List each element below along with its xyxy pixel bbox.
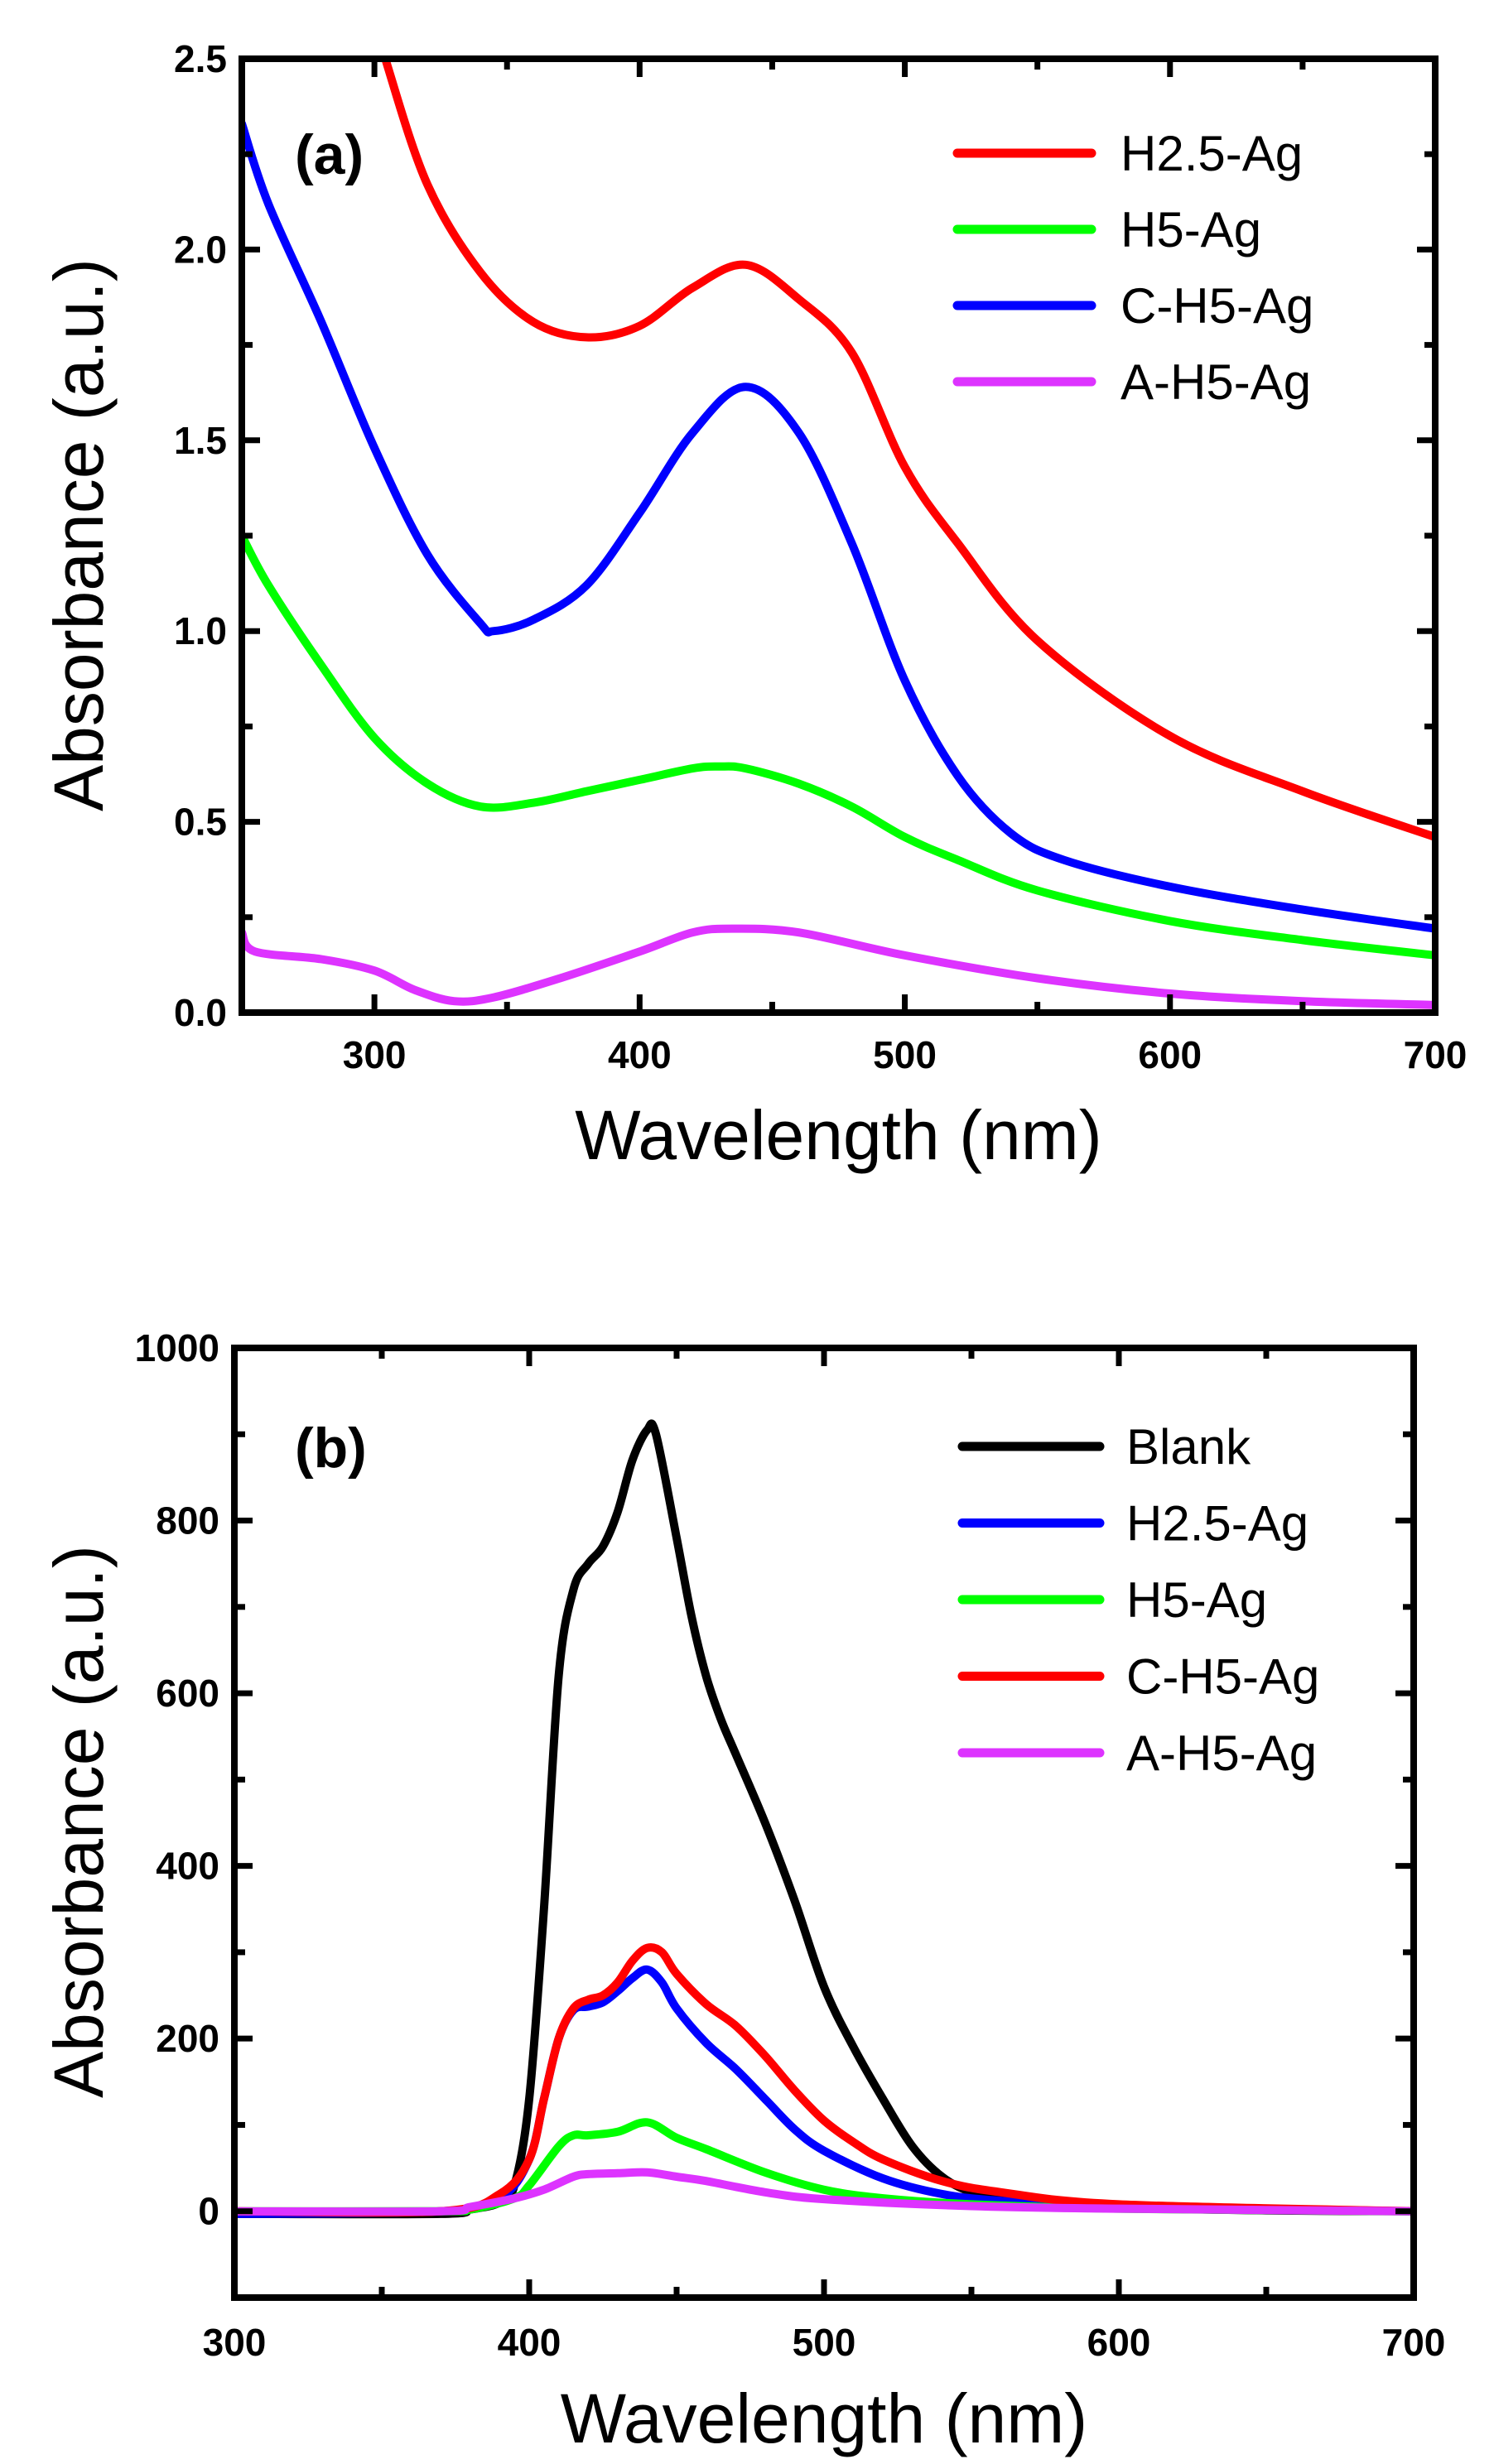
y-tick-label: 2.5	[174, 37, 227, 80]
series-group	[242, 59, 1435, 1009]
y-tick-label: 400	[156, 1845, 219, 1888]
x-tick-label: 300	[343, 1033, 407, 1076]
y-tick-label: 1000	[135, 1326, 219, 1369]
x-tick-label: 700	[1382, 2321, 1446, 2364]
legend-label: Blank	[1126, 1419, 1251, 1475]
x-tick-label: 500	[793, 2321, 856, 2364]
legend: Blank H2.5-Ag H5-Ag C-H5-Ag A-H5-Ag	[957, 1419, 1319, 1781]
x-tick-label: 300	[203, 2321, 267, 2364]
series-line-h2.5-ag	[234, 1965, 1414, 2218]
y-tick-label: 2.0	[174, 228, 227, 271]
legend-label: H5-Ag	[1120, 202, 1261, 257]
plot-frame	[239, 55, 1439, 1016]
x-tick-label: 600	[1138, 1033, 1202, 1076]
y-axis-title: Absorbance (a.u.)	[40, 1545, 118, 2098]
plot-frame	[231, 1345, 1417, 2301]
series-line-c-h5-ag	[242, 119, 1435, 933]
x-tick-label: 500	[873, 1033, 937, 1076]
legend-label: H2.5-Ag	[1120, 126, 1303, 181]
y-tick-label: 0.0	[174, 991, 227, 1034]
series-group	[234, 1419, 1414, 2219]
series-line-c-h5-ag	[234, 1943, 1414, 2217]
x-tick-label: 700	[1404, 1033, 1467, 1076]
x-axis-title: Wavelength (nm)	[575, 1096, 1101, 1174]
x-axis-title: Wavelength (nm)	[561, 2380, 1087, 2457]
x-tick-label: 400	[498, 2321, 561, 2364]
x-tick-label: 600	[1087, 2321, 1151, 2364]
y-tick-label: 1.5	[174, 419, 227, 462]
legend-label: C-H5-Ag	[1126, 1649, 1319, 1705]
chart-panel-1: 300 400 500 600 700 0 200 400 600 800 1000 Waveleng…	[40, 1326, 1445, 2457]
series-line-h2.5-ag	[381, 59, 1435, 841]
chart-panel-0: 300 400 500 600 700 0.0 0.5 1.0 1.5 2.0 2.5 Wavelen…	[40, 37, 1467, 1174]
y-tick-label: 600	[156, 1672, 219, 1715]
legend: H2.5-Ag H5-Ag C-H5-Ag A-H5-Ag	[952, 126, 1313, 410]
x-tick-label: 400	[608, 1033, 672, 1076]
y-tick-label: 1.0	[174, 609, 227, 652]
y-tick-label: 200	[156, 2017, 219, 2060]
legend-label: H5-Ag	[1126, 1572, 1267, 1628]
y-tick-label: 0	[198, 2190, 219, 2233]
series-line-a-h5-ag	[242, 924, 1435, 1009]
legend-label: C-H5-Ag	[1120, 278, 1313, 334]
series-line-blank	[234, 1419, 1414, 2219]
legend-label: A-H5-Ag	[1120, 354, 1311, 410]
panel-label: (b)	[295, 1417, 367, 1480]
series-line-a-h5-ag	[234, 2168, 1414, 2216]
y-tick-label: 800	[156, 1499, 219, 1542]
legend-label: A-H5-Ag	[1126, 1725, 1317, 1781]
series-line-h5-ag	[242, 532, 1435, 960]
panel-label: (a)	[295, 123, 364, 186]
y-axis-title: Absorbance (a.u.)	[40, 258, 118, 811]
legend-label: H2.5-Ag	[1126, 1496, 1308, 1552]
y-tick-label: 0.5	[174, 801, 227, 844]
